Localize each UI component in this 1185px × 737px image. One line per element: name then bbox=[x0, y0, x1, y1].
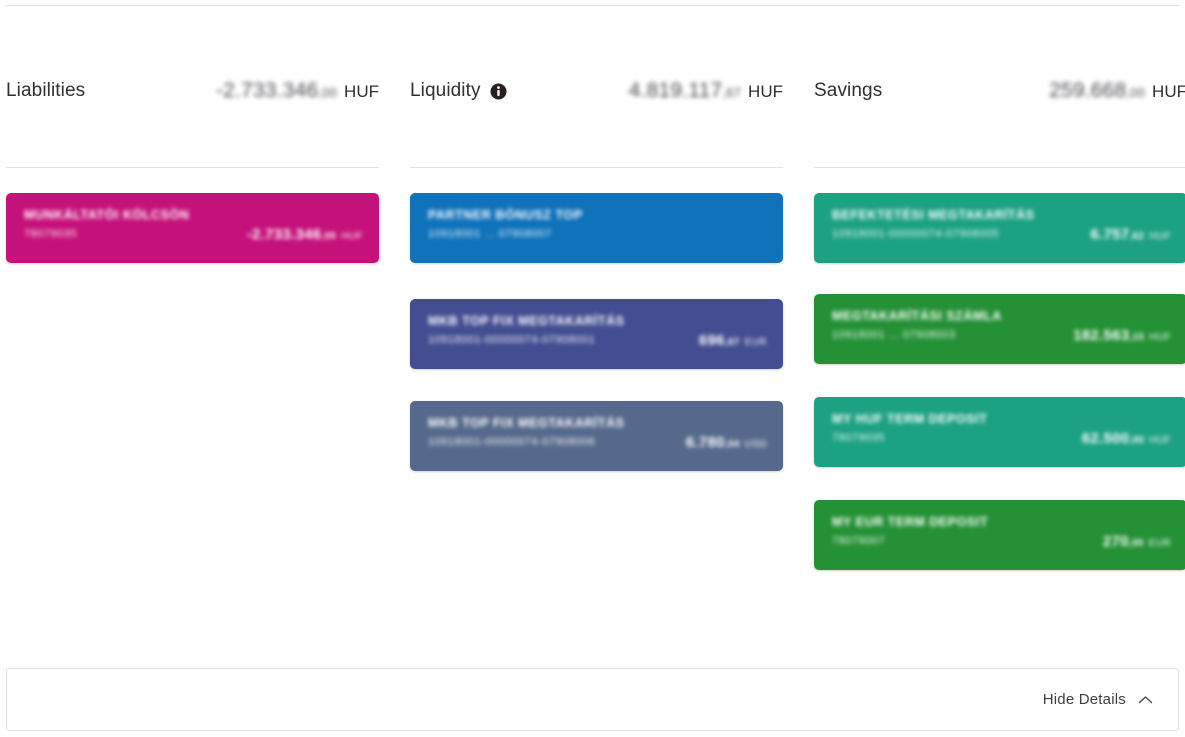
account-card-text: My HUF Term Deposit 78079035 bbox=[832, 411, 987, 445]
account-number: 10918001-00000074-07908005 bbox=[832, 228, 1000, 240]
column-total-currency: HUF bbox=[344, 82, 379, 101]
hide-details-button[interactable]: Hide Details bbox=[1043, 691, 1153, 708]
account-number: 10918001-00000074-07908006 bbox=[428, 436, 596, 448]
account-card-text: MKB TOP FIX MEGTAKARÍTÁS 10918001-000000… bbox=[428, 415, 625, 449]
hide-details-label: Hide Details bbox=[1042, 691, 1126, 708]
account-name: MKB TOP FIX MEGTAKARÍTÁS bbox=[428, 314, 625, 328]
column-total: -2.733.346,00 HUF bbox=[216, 79, 379, 103]
account-name: MEGTAKARÍTÁSI SZÁMLA bbox=[832, 309, 1002, 323]
account-balance-amount: 62.500,00 bbox=[1081, 429, 1145, 447]
account-card[interactable]: BEFEKTETÉSI MEGTAKARÍTÁS 10918001-000000… bbox=[814, 193, 1185, 263]
column-divider bbox=[410, 167, 783, 168]
account-card[interactable]: PARTNER BÓNUSZ TOP 10918001 ... 07908007 bbox=[410, 193, 783, 263]
info-icon[interactable] bbox=[490, 83, 507, 100]
account-balance-amount: 270,00 bbox=[1102, 532, 1144, 550]
account-balance-amount: 182.563,15 bbox=[1073, 326, 1145, 344]
panel-top-divider bbox=[6, 5, 1179, 6]
account-balance: 270,00 EUR bbox=[1103, 533, 1171, 552]
account-balance-currency: HUF bbox=[1149, 331, 1171, 343]
account-number: 10918001-00000074-07908001 bbox=[428, 334, 596, 346]
column-liquidity: Liquidity 4.819.117,67 HUF PARTNER BÓNUS… bbox=[410, 5, 783, 570]
account-card[interactable]: MKB TOP FIX MEGTAKARÍTÁS 10918001-000000… bbox=[410, 401, 783, 471]
account-card-text: BEFEKTETÉSI MEGTAKARÍTÁS 10918001-000000… bbox=[832, 207, 1035, 241]
account-number: 10918001 ... 07908007 bbox=[428, 228, 552, 240]
account-card-text: MEGTAKARÍTÁSI SZÁMLA 10918001 ... 079080… bbox=[832, 308, 1002, 342]
account-card[interactable]: MKB TOP FIX MEGTAKARÍTÁS 10918001-000000… bbox=[410, 299, 783, 369]
account-card[interactable]: MEGTAKARÍTÁSI SZÁMLA 10918001 ... 079080… bbox=[814, 294, 1185, 364]
account-name: BEFEKTETÉSI MEGTAKARÍTÁS bbox=[832, 208, 1035, 222]
account-balance bbox=[762, 234, 767, 236]
account-balance: 182.563,15 HUF bbox=[1073, 327, 1171, 346]
account-balance-amount: 6.780,04 bbox=[685, 433, 740, 451]
account-balance-amount: 696,67 bbox=[698, 331, 740, 349]
column-total: 259.668,00 HUF bbox=[1049, 79, 1185, 103]
column-total-currency: HUF bbox=[748, 82, 783, 101]
column-total-currency: HUF bbox=[1152, 82, 1185, 101]
account-balance-amount: -2.733.346,00 bbox=[246, 225, 337, 243]
account-balance: 696,67 EUR bbox=[699, 332, 767, 351]
account-name: MKB TOP FIX MEGTAKARÍTÁS bbox=[428, 416, 625, 430]
account-number: 78079035 bbox=[24, 228, 77, 240]
account-name: My EUR Term Deposit bbox=[832, 515, 989, 529]
account-balance-currency: USD bbox=[744, 438, 767, 450]
panel-footer: Hide Details bbox=[6, 668, 1179, 731]
column-total-amount: 4.819.117,67 bbox=[628, 79, 742, 102]
chevron-up-icon bbox=[1138, 695, 1153, 705]
account-balance-currency: HUF bbox=[1149, 230, 1171, 242]
column-total-amount: -2.733.346,00 bbox=[215, 79, 338, 102]
account-card-text: MUNKÁLTATÓI KÖLCSÖN 78079035 bbox=[24, 207, 189, 241]
account-card-text: MKB TOP FIX MEGTAKARÍTÁS 10918001-000000… bbox=[428, 313, 625, 347]
account-card[interactable]: My HUF Term Deposit 78079035 62.500,00 H… bbox=[814, 397, 1185, 467]
column-title: Liquidity bbox=[410, 80, 481, 101]
account-name: MUNKÁLTATÓI KÖLCSÖN bbox=[24, 208, 190, 222]
column-liabilities: Liabilities -2.733.346,00 HUF MUNKÁLTATÓ… bbox=[6, 5, 379, 570]
account-balance: 62.500,00 HUF bbox=[1082, 430, 1171, 449]
account-balance-amount: 6.757,62 bbox=[1090, 225, 1145, 243]
account-balance: -2.733.346,00 HUF bbox=[247, 226, 363, 245]
account-balance: 6.780,04 USD bbox=[686, 434, 767, 453]
account-name: PARTNER BÓNUSZ TOP bbox=[428, 208, 583, 222]
column-title: Savings bbox=[814, 80, 883, 101]
account-card[interactable]: MUNKÁLTATÓI KÖLCSÖN 78079035 -2.733.346,… bbox=[6, 193, 379, 263]
accounts-columns: Liabilities -2.733.346,00 HUF MUNKÁLTATÓ… bbox=[0, 5, 1185, 570]
column-header-liquidity: Liquidity 4.819.117,67 HUF bbox=[410, 5, 783, 167]
account-name: My HUF Term Deposit bbox=[832, 412, 988, 426]
account-card-text: PARTNER BÓNUSZ TOP 10918001 ... 07908007 bbox=[428, 207, 583, 241]
column-total: 4.819.117,67 HUF bbox=[629, 79, 783, 103]
account-number: 78079035 bbox=[832, 432, 885, 444]
column-header-liabilities: Liabilities -2.733.346,00 HUF bbox=[6, 5, 379, 167]
column-divider bbox=[814, 167, 1185, 168]
account-balance-currency: EUR bbox=[1148, 537, 1171, 549]
column-total-amount: 259.668,00 bbox=[1049, 79, 1146, 102]
account-number: 10918001 ... 07908003 bbox=[832, 329, 956, 341]
account-balance: 6.757,62 HUF bbox=[1090, 226, 1171, 245]
account-card-text: My EUR Term Deposit 78079007 bbox=[832, 514, 988, 548]
account-balance-currency: HUF bbox=[1149, 434, 1171, 446]
account-balance-currency: HUF bbox=[341, 230, 363, 242]
column-divider bbox=[6, 167, 379, 168]
account-balance-currency: EUR bbox=[744, 336, 767, 348]
column-header-savings: Savings 259.668,00 HUF bbox=[814, 5, 1185, 167]
column-title: Liabilities bbox=[6, 80, 86, 101]
column-savings: Savings 259.668,00 HUF BEFEKTETÉSI MEGTA… bbox=[814, 5, 1185, 570]
account-card[interactable]: My EUR Term Deposit 78079007 270,00 EUR bbox=[814, 500, 1185, 570]
account-number: 78079007 bbox=[832, 535, 885, 547]
